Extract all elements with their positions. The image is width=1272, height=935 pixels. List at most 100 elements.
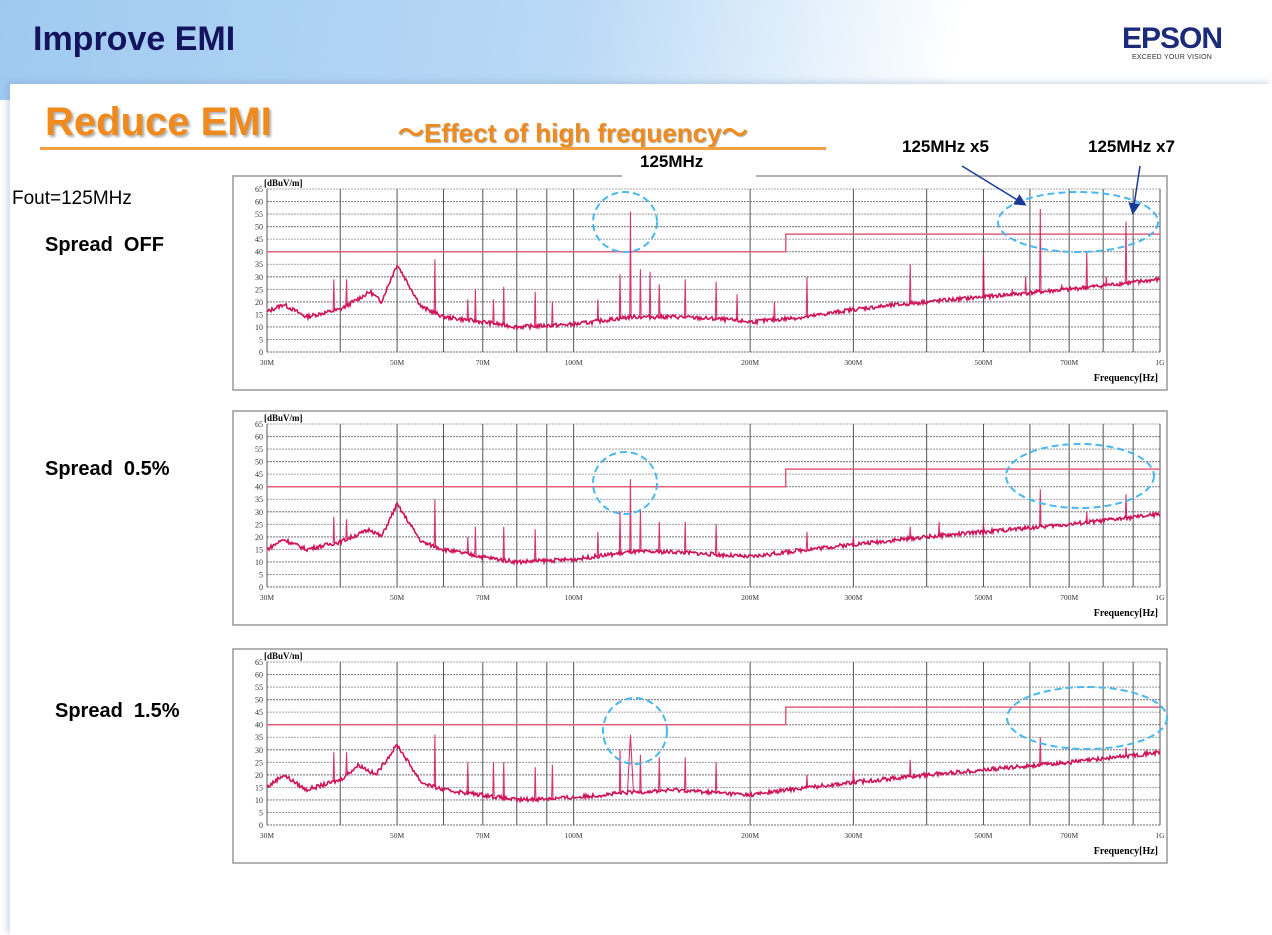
spectrum-peak: [683, 757, 687, 791]
spectrum-peak: [714, 762, 718, 793]
spectrum-peak: [658, 521, 661, 552]
y-tick-label: 55: [255, 445, 263, 454]
y-tick-label: 60: [255, 671, 263, 680]
y-tick-label: 60: [255, 433, 263, 442]
spectrum-peak: [332, 279, 336, 311]
y-tick-label: 25: [255, 520, 263, 529]
spectrum-peak: [908, 264, 912, 304]
spectrum-trace: [266, 743, 1161, 804]
chart-frame: [232, 175, 1168, 391]
spectrum-peak: [433, 259, 437, 313]
chart-spread-off: 0 5 10 15 20 25 30 35 40 45 50 55 60 65 30M 50M 70M 100M 2…: [232, 175, 1168, 391]
slide-title: Reduce EMI: [45, 100, 272, 144]
spectrum-peak: [639, 509, 642, 552]
spectrum-peak: [492, 299, 495, 324]
spectrum-peak: [492, 762, 495, 797]
y-tick-label: 20: [255, 298, 263, 307]
spectrum-peak: [596, 531, 600, 557]
chart-spread-05: 0 5 10 15 20 25 30 35 40 45 50 55 60 65 30M 50M 70M 100M 2…: [232, 410, 1168, 626]
spectrum-peak: [735, 294, 739, 321]
chart-spread-15: 0 5 10 15 20 25 30 35 40 45 50 55 60 65 30M 50M 70M 100M 2…: [232, 648, 1168, 864]
spectrum-peak: [683, 279, 687, 318]
spectrum-peak: [502, 286, 505, 326]
y-tick-label: 45: [255, 235, 263, 244]
spectrum-peak: [937, 521, 941, 536]
y-tick-label: 20: [255, 771, 263, 780]
limit-line: [267, 706, 1160, 726]
y-tick-label: 10: [255, 796, 263, 805]
y-tick-label: 0: [259, 821, 263, 830]
chart-frame: [232, 410, 1168, 626]
limit-line: [267, 468, 1160, 488]
spectrum-peak: [618, 511, 622, 554]
y-tick-label: 15: [255, 783, 263, 792]
spectrum-peak: [773, 301, 776, 320]
x-tick-label: 100M: [565, 831, 583, 840]
x-axis-label: Frequency[Hz]: [1094, 373, 1158, 384]
spread-off-label: Spread OFF: [45, 234, 164, 256]
y-tick-label: 35: [255, 495, 263, 504]
spectrum-peak: [433, 734, 437, 787]
spectrum-peak: [466, 299, 470, 321]
x-tick-label: 30M: [260, 593, 275, 602]
spectrum-peak: [1105, 276, 1108, 286]
spectrum-peak: [908, 526, 912, 539]
spectrum-peak: [852, 536, 855, 545]
spread-05-label: Spread 0.5%: [45, 458, 170, 480]
x-tick-label: 700M: [1060, 593, 1078, 602]
x-axis-label: Frequency[Hz]: [1094, 846, 1158, 857]
spectrum-peak: [533, 529, 537, 562]
y-tick-label: 0: [259, 583, 263, 592]
spectrum-peak: [805, 531, 809, 550]
spectrum-peak: [345, 752, 348, 775]
harmonics-highlight: [1005, 443, 1155, 509]
epson-logo: EPSON EXCEED YOUR VISION: [1122, 24, 1223, 62]
spectrum-peak: [982, 524, 985, 532]
header-background: [0, 0, 1272, 100]
x-tick-label: 70M: [476, 358, 491, 367]
y-tick-label: 35: [255, 733, 263, 742]
chart-frame: [232, 648, 1168, 864]
x-tick-label: 200M: [741, 831, 759, 840]
spectrum-peak: [805, 774, 809, 788]
y-tick-label: 25: [255, 285, 263, 294]
y-tick-label: 25: [255, 758, 263, 767]
spectrum-peak: [1039, 489, 1042, 527]
spread-15-label: Spread 1.5%: [55, 700, 180, 722]
spectrum-trace: [266, 501, 1161, 566]
y-tick-label: 30: [255, 746, 263, 755]
x-tick-label: 100M: [565, 593, 583, 602]
y-tick-label: 20: [255, 533, 263, 542]
spectrum-peak: [466, 762, 470, 794]
fundamental-highlight: [592, 191, 658, 253]
spectrum-peak: [345, 519, 348, 540]
x-tick-label: 500M: [975, 358, 993, 367]
spectrum-peak: [658, 284, 661, 317]
spectrum-peak: [852, 769, 855, 783]
y-tick-label: 60: [255, 198, 263, 207]
fout-label: Fout=125MHz: [12, 188, 132, 209]
y-tick-label: 65: [255, 185, 263, 194]
limit-line: [267, 233, 1160, 253]
spectrum-peak: [639, 754, 642, 792]
x-tick-label: 50M: [390, 831, 405, 840]
spectrum-peak: [805, 276, 809, 317]
y-tick-label: 30: [255, 508, 263, 517]
y-tick-label: 40: [255, 721, 263, 730]
header-title: Improve EMI: [33, 20, 236, 58]
fundamental-highlight: [592, 451, 658, 515]
spectrum-peak: [618, 274, 622, 319]
fundamental-annotation: 125MHz: [640, 152, 704, 171]
y-axis-label: [dBuV/m]: [264, 413, 303, 423]
spectrum-peak: [683, 521, 687, 553]
spectrum-peak: [714, 281, 718, 320]
x-tick-label: 300M: [844, 831, 862, 840]
x-tick-label: 100M: [565, 358, 583, 367]
spectrum-peak: [1060, 284, 1064, 291]
spectrum-peak: [639, 269, 642, 317]
spectrum-peak: [474, 289, 477, 321]
spectrum-peak: [908, 759, 912, 777]
spectrum-peak: [648, 271, 652, 317]
x-tick-label: 200M: [741, 593, 759, 602]
y-tick-label: 50: [255, 223, 263, 232]
